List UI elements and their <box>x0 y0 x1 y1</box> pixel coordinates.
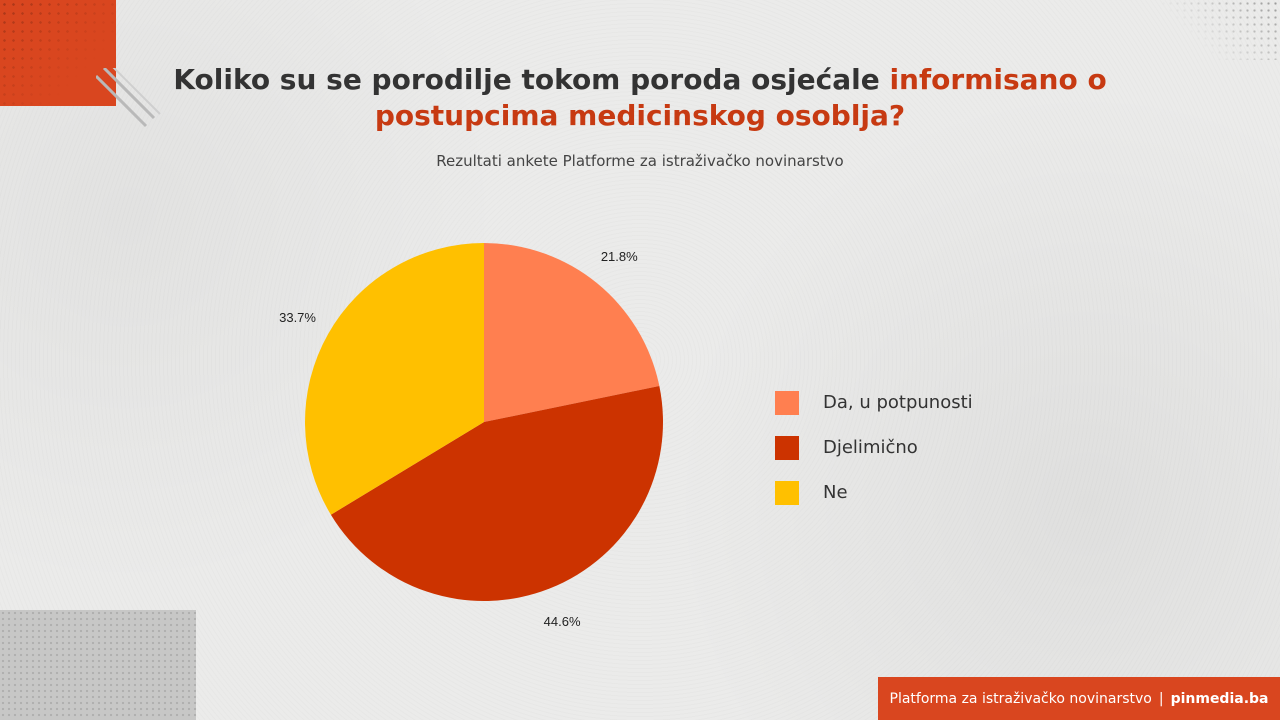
footer-bar: Platforma za istraživačko novinarstvo | … <box>878 677 1280 720</box>
corner-decoration-top-left <box>0 0 116 106</box>
chart-subtitle: Rezultati ankete Platforme za istraživač… <box>436 152 844 170</box>
halftone-pattern-top-right <box>1160 0 1280 60</box>
legend-label: Djelimično <box>823 437 918 458</box>
diagonal-stripes-decoration <box>96 68 161 128</box>
legend-item-ne: Ne <box>775 470 973 515</box>
legend-item-da-u-potpunosti: Da, u potpunosti <box>775 380 973 425</box>
pie-slice-djelimi-no <box>330 386 663 601</box>
pie-slices <box>304 243 663 601</box>
footer-org: Platforma za istraživačko novinarstvo <box>889 690 1152 707</box>
chart-legend: Da, u potpunosti Djelimično Ne <box>775 380 973 515</box>
pie-slice-ne <box>304 243 484 515</box>
corner-decoration-bottom-left <box>0 610 196 720</box>
title-highlight: informisano o postupcima medicinskog oso… <box>374 63 1107 132</box>
pie-labels: 21.8% 44.6% 33.7% <box>279 249 638 629</box>
title-main: Koliko su se porodilje tokom poroda osje… <box>173 63 890 96</box>
legend-label: Ne <box>823 482 848 503</box>
legend-swatch <box>775 390 799 415</box>
pie-data-label: 44.6% <box>544 614 581 629</box>
footer-site-link[interactable]: pinmedia.ba <box>1170 690 1269 707</box>
legend-swatch <box>775 480 799 505</box>
footer-separator: | <box>1158 690 1164 707</box>
legend-swatch <box>775 435 799 460</box>
halftone-pattern-top-left <box>0 0 116 106</box>
pie-data-label: 21.8% <box>601 249 638 264</box>
legend-label: Da, u potpunosti <box>823 392 973 413</box>
pie-slice-da-u-potpunosti <box>484 243 660 422</box>
pie-data-label: 33.7% <box>279 310 316 325</box>
legend-item-djelimicno: Djelimično <box>775 425 973 470</box>
chart-title: Koliko su se porodilje tokom poroda osje… <box>140 62 1140 134</box>
